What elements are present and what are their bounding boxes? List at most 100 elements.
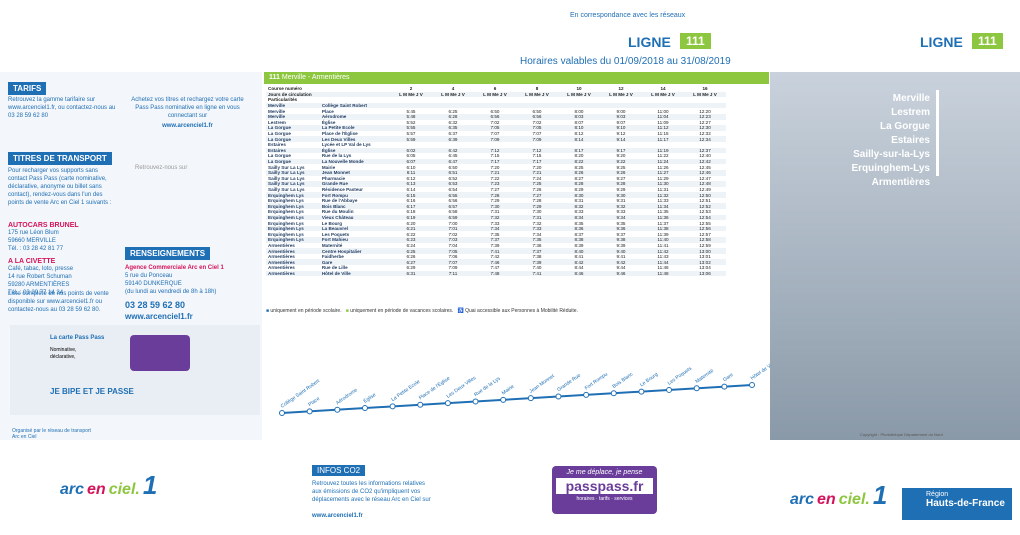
stop-label: Hôtel de Ville	[750, 360, 772, 382]
header-cell: 14	[660, 86, 666, 92]
time-cell: 6:25	[448, 108, 458, 114]
stop-cell: Rue de la Lys	[321, 153, 352, 159]
time-cell: 9:39	[616, 242, 626, 248]
stop-cell: La Beauvrel	[319, 225, 390, 232]
stop-cell: Vieux Château	[319, 214, 390, 221]
text: Achetez vos titres et rechargez votre ca…	[131, 97, 244, 119]
time-cell: 6:07	[390, 158, 432, 165]
stop-cell: Bois Blanc	[319, 203, 390, 210]
brand-num: 1	[142, 470, 158, 500]
stop-cell: Sailly Sur La Lys	[268, 164, 305, 170]
stop-cell: Église	[319, 147, 390, 154]
time-cell: 11:31	[657, 186, 669, 192]
correspondence: En correspondance avec les réseaux	[570, 12, 686, 19]
legend-school: uniquement en période scolaire.	[270, 308, 342, 314]
time-cell: 7:15	[532, 153, 542, 159]
time-cell: 8:33	[574, 209, 584, 215]
stop-label: Les Deux Villes	[446, 375, 478, 400]
stop-label: Les Poquets	[667, 365, 694, 386]
agency-line: 175 rue Léon Blum	[8, 230, 59, 236]
time-cell: 7:33	[516, 225, 558, 232]
stop-cell: La Gorgue	[266, 125, 320, 131]
time-cell: 6:53	[432, 181, 474, 187]
time-cell: 5:48	[390, 113, 432, 120]
stop-cell: Les Poquets	[321, 231, 350, 237]
time-cell	[390, 102, 432, 109]
stop-cell: Erquinghem Lys	[266, 237, 320, 243]
time-cell: 7:01	[432, 225, 474, 232]
stop-row: Erquinghem Lys Rue du Moulin 6:18 6:58 7:31 7…	[266, 209, 726, 215]
cover-stop: Estaires	[891, 135, 930, 146]
section-title: RENSEIGNEMENTS	[125, 247, 211, 260]
time-cell: 9:12	[616, 131, 626, 137]
time-cell: 9:36	[600, 225, 642, 232]
time-cell: 8:32	[558, 203, 600, 210]
time-cell: 7:03	[432, 237, 474, 243]
time-cell: 8:25	[574, 164, 584, 170]
time-cell: 12:55	[699, 220, 711, 226]
time-cell: 6:21	[390, 225, 432, 232]
stop-cell: Rue de Lille	[321, 265, 348, 271]
stop-row: Sailly Sur La Lys Pharmacie 6:12 6:52 7:22 7:…	[266, 176, 726, 182]
stop-cell: Centre Hospitalier	[319, 248, 390, 254]
title: La carte Pass Pass	[50, 335, 105, 341]
stop-cell: La Nouvelle Monde	[319, 158, 390, 165]
stop-label: Bois Blanc	[611, 371, 634, 390]
time-cell: 12:45	[699, 164, 711, 170]
time-cell: 8:26	[558, 169, 600, 176]
stop-cell: Armentières	[268, 265, 295, 271]
stop-cell: Estaires	[266, 147, 320, 154]
time-cell: 8:12	[574, 131, 584, 137]
header-label: Course numéro	[268, 86, 302, 92]
time-cell: 8:31	[574, 198, 584, 204]
time-cell: 6:37	[448, 131, 458, 137]
time-cell: 9:44	[616, 265, 626, 271]
header-cell: 2	[409, 86, 413, 92]
time-cell: 8:29	[574, 186, 584, 192]
time-cell: 8:37	[574, 231, 584, 237]
time-cell: 7:20	[490, 164, 500, 170]
time-cell: 8:17	[558, 147, 600, 154]
brand-num: 1	[872, 480, 888, 510]
time-cell: 11:24	[642, 158, 684, 165]
stop-cell: Erquinghem Lys	[268, 231, 304, 237]
brand: arc en ciel. 1	[60, 470, 160, 501]
section-title: TITRES DE TRANSPORT	[8, 152, 112, 165]
time-cell: 8:00	[574, 108, 584, 114]
time-cell: 7:09	[448, 265, 458, 271]
stop-row: Lestrem Église 5:52 6:32 7:02 7:02 8:07 9:07 11:…	[266, 120, 726, 126]
timetable-header: 111 Merville - Armentières	[264, 72, 769, 84]
time-cell: 8:46	[558, 270, 600, 277]
time-cell: 7:04	[448, 242, 458, 248]
time-cell: 11:38	[642, 225, 684, 232]
agence-line: Agence Commerciale Arc en Ciel 1	[125, 265, 224, 271]
header-cell: 10	[576, 86, 582, 92]
time-cell: 6:52	[448, 175, 458, 181]
brand-en: en	[817, 491, 836, 508]
time-cell: 7:32	[474, 214, 516, 221]
stop-row: Armentières Maternité 6:24 7:04 7:39 7:36 8:39…	[266, 243, 726, 249]
header-cell: 4	[451, 86, 455, 92]
agence-line: (du lundi au vendredi de 8h à 18h)	[125, 289, 217, 295]
stop-cell: Sailly Sur La Lys	[266, 181, 320, 187]
time-cell: 7:09	[474, 136, 516, 142]
time-cell: 6:56	[474, 113, 516, 120]
time-cell: 9:40	[600, 248, 642, 254]
time-cell: 7:12	[474, 147, 516, 154]
time-cell: 11:43	[657, 254, 669, 260]
link[interactable]: www.arcenciel1.fr	[312, 513, 363, 519]
time-cell: 7:37	[474, 237, 516, 243]
time-cell: 12:32	[699, 131, 711, 137]
stop-cell: Église	[321, 119, 336, 125]
time-cell: 11:15	[657, 131, 669, 137]
link[interactable]: www.arcenciel1.fr	[125, 312, 193, 321]
legend-access: Quai accessible aux Personnes à Mobilité…	[465, 308, 578, 314]
link[interactable]: www.arcenciel1.fr	[162, 123, 213, 129]
cover-stop: La Gorgue	[879, 121, 930, 132]
time-cell: 12:34	[684, 136, 726, 142]
time-cell: 9:00	[616, 108, 626, 114]
time-cell: 6:39	[432, 136, 474, 142]
stop-cell: Sailly Sur La Lys	[268, 175, 305, 181]
stop-label: Jean Monnet	[529, 373, 557, 395]
time-cell: 7:26	[532, 186, 542, 192]
